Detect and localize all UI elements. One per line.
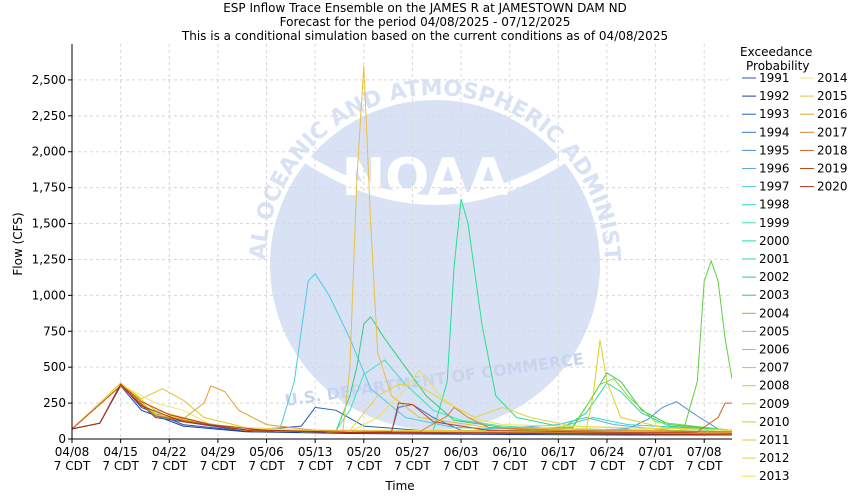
legend-label-2009: 2009 (759, 397, 790, 411)
legend-label-2001: 2001 (759, 252, 790, 266)
legend-title-line-1: Exceedance (740, 45, 812, 59)
y-tick-label: 2,250 (32, 109, 66, 123)
x-tick-label: 07/01 (638, 445, 673, 459)
legend-label-2017: 2017 (817, 125, 848, 139)
legend-label-2006: 2006 (759, 343, 790, 357)
y-tick-label: 2,500 (32, 73, 66, 87)
x-axis-label: Time (384, 479, 414, 493)
legend-label-2015: 2015 (817, 89, 848, 103)
x-tick-label: 7 CDT (637, 459, 674, 473)
legend-label-1998: 1998 (759, 198, 790, 212)
legend-label-2016: 2016 (817, 107, 848, 121)
x-tick-label: 7 CDT (151, 459, 188, 473)
legend-label-2014: 2014 (817, 71, 848, 85)
x-tick-label: 7 CDT (248, 459, 285, 473)
noaa-watermark-logo: NOAA NATIONAL OCEANIC AND ATMOSPHERIC AD… (0, 0, 624, 430)
legend-label-2004: 2004 (759, 306, 790, 320)
x-tick-label: 06/03 (444, 445, 479, 459)
x-tick-label: 7 CDT (686, 459, 723, 473)
series-line-2012 (72, 383, 732, 431)
chart-title: ESP Inflow Trace Ensemble on the JAMES R… (181, 1, 668, 43)
x-tick-label: 7 CDT (297, 459, 334, 473)
legend-label-1993: 1993 (759, 107, 790, 121)
legend-label-1997: 1997 (759, 180, 790, 194)
x-tick-label: 06/10 (492, 445, 527, 459)
x-tick-label: 05/06 (249, 445, 284, 459)
y-tick-label: 500 (43, 360, 66, 374)
legend-label-2008: 2008 (759, 379, 790, 393)
x-tick-label: 07/08 (687, 445, 722, 459)
legend-items: 1991 1992 1993 1994 1995 1996 1997 1998 1999 2000… (742, 71, 848, 483)
legend-label-2002: 2002 (759, 270, 790, 284)
watermark-gull (300, 150, 570, 205)
title-line-3: This is a conditional simulation based o… (181, 29, 668, 43)
x-tick-label: 05/13 (298, 445, 333, 459)
legend-title-line-2: Probability (746, 59, 809, 73)
y-axis-ticks: 0 250 500 750 1,000 1,250 1,500 1,750 2,000 2,250… (32, 73, 72, 446)
series-line-2020 (72, 383, 732, 436)
x-tick-label: 04/15 (103, 445, 138, 459)
legend-label-2005: 2005 (759, 324, 790, 338)
legend-label-1996: 1996 (759, 162, 790, 176)
y-tick-label: 1,000 (32, 288, 66, 302)
legend-label-2011: 2011 (759, 433, 790, 447)
legend-label-2007: 2007 (759, 361, 790, 375)
y-tick-label: 1,750 (32, 181, 66, 195)
legend-label-1991: 1991 (759, 71, 790, 85)
x-tick-label: 05/27 (395, 445, 430, 459)
title-line-2: Forecast for the period 04/08/2025 - 07/… (280, 15, 571, 29)
y-tick-label: 0 (58, 432, 66, 446)
series-line-2018 (72, 385, 732, 434)
y-tick-label: 750 (43, 324, 66, 338)
series-lines (72, 65, 732, 436)
x-tick-label: 7 CDT (589, 459, 626, 473)
x-tick-label: 04/29 (201, 445, 236, 459)
y-tick-label: 1,500 (32, 217, 66, 231)
x-tick-label: 7 CDT (102, 459, 139, 473)
watermark-logo-text: NOAA (342, 148, 509, 208)
x-tick-label: 7 CDT (346, 459, 383, 473)
grid (72, 44, 732, 439)
y-tick-label: 250 (43, 396, 66, 410)
y-tick-label: 1,250 (32, 252, 66, 266)
x-tick-label: 06/24 (590, 445, 625, 459)
title-line-1: ESP Inflow Trace Ensemble on the JAMES R… (223, 1, 627, 15)
legend-label-2019: 2019 (817, 162, 848, 176)
legend-label-1994: 1994 (759, 125, 790, 139)
x-tick-label: 7 CDT (443, 459, 480, 473)
axes (71, 44, 732, 440)
x-tick-label: 7 CDT (54, 459, 91, 473)
legend-label-1995: 1995 (759, 143, 790, 157)
legend-label-2010: 2010 (759, 415, 790, 429)
legend: Exceedance Probability 19911992199319941… (740, 45, 848, 483)
x-tick-label: 05/20 (346, 445, 381, 459)
x-tick-label: 06/17 (541, 445, 576, 459)
x-tick-label: 7 CDT (491, 459, 528, 473)
x-tick-label: 7 CDT (394, 459, 431, 473)
legend-label-2000: 2000 (759, 234, 790, 248)
x-tick-label: 04/08 (55, 445, 90, 459)
y-axis-label: Flow (CFS) (11, 212, 25, 275)
legend-label-2003: 2003 (759, 288, 790, 302)
y-tick-label: 2,000 (32, 145, 66, 159)
x-tick-label: 04/22 (152, 445, 187, 459)
x-tick-label: 7 CDT (200, 459, 237, 473)
legend-label-2018: 2018 (817, 143, 848, 157)
legend-label-1999: 1999 (759, 216, 790, 230)
x-tick-label: 7 CDT (540, 459, 577, 473)
legend-label-1992: 1992 (759, 89, 790, 103)
legend-label-2012: 2012 (759, 451, 790, 465)
legend-label-2020: 2020 (817, 180, 848, 194)
legend-label-2013: 2013 (759, 469, 790, 483)
